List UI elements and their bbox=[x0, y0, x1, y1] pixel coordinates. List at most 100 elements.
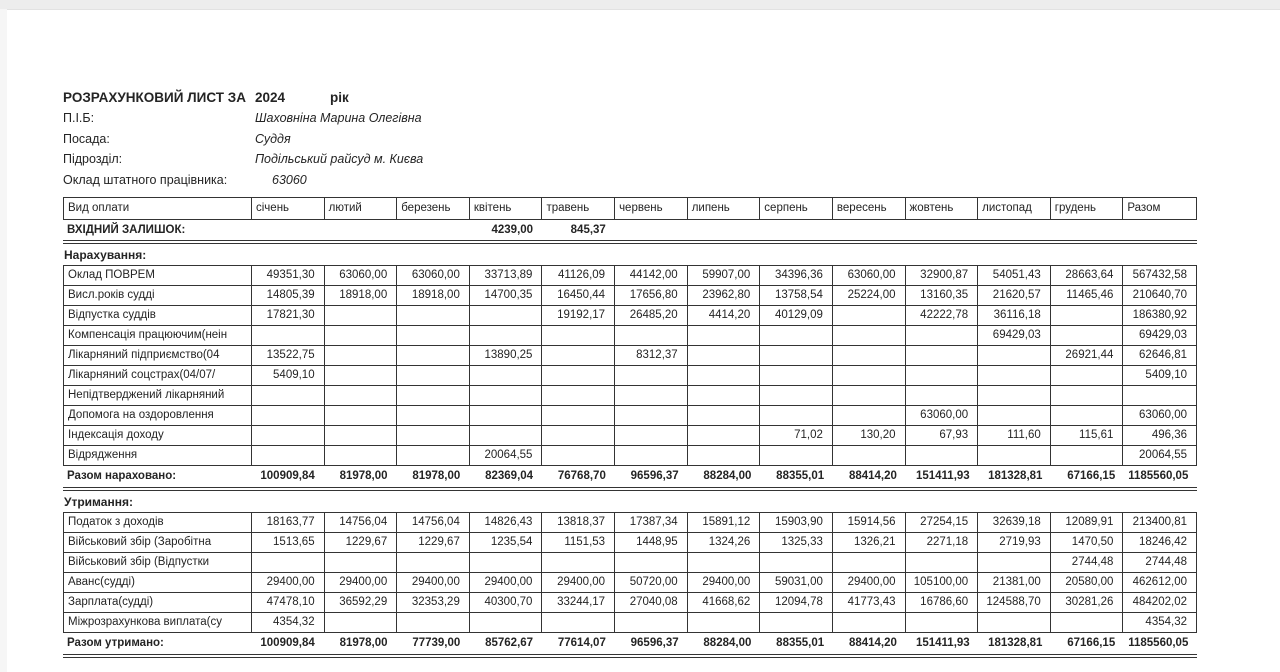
total-value: 151411,93 bbox=[915, 637, 970, 649]
cell-value bbox=[470, 613, 543, 632]
cell-value: 29400,00 bbox=[833, 573, 906, 592]
cell-value bbox=[542, 553, 616, 572]
cell-value: 14805,39 bbox=[252, 286, 325, 305]
cell-value bbox=[325, 446, 398, 465]
cell-value: 1235,54 bbox=[470, 533, 543, 552]
cell-value: 111,60 bbox=[978, 426, 1051, 445]
total-value: 82369,04 bbox=[485, 470, 534, 482]
cell-value bbox=[978, 613, 1051, 632]
cell-value: 1513,65 bbox=[252, 533, 325, 552]
cell-value: 15903,90 bbox=[760, 513, 833, 532]
field-label-salary: Оклад штатного працівника: bbox=[63, 172, 228, 187]
cell-value bbox=[978, 346, 1051, 365]
cell-value bbox=[1051, 406, 1124, 425]
column-header: березень bbox=[397, 198, 470, 219]
cell-value bbox=[760, 346, 833, 365]
opening-balance-value: 4239,00 bbox=[491, 224, 534, 236]
cell-value: 496,36 bbox=[1151, 429, 1187, 441]
cell-value: 63060,00 bbox=[397, 266, 470, 285]
total-value: 100909,84 bbox=[260, 470, 315, 482]
cell-value bbox=[688, 553, 761, 572]
cell-value bbox=[252, 553, 325, 572]
opening-balance-label: ВХІДНИЙ ЗАЛИШОК: bbox=[67, 224, 186, 236]
cell-value bbox=[325, 326, 398, 345]
cell-value: 18918,00 bbox=[397, 286, 470, 305]
cell-value: 105100,00 bbox=[906, 573, 979, 592]
cell-value bbox=[760, 366, 833, 385]
cell-value bbox=[1051, 386, 1124, 405]
cell-value: 14756,04 bbox=[397, 513, 470, 532]
cell-value: 213400,81 bbox=[1132, 516, 1187, 528]
cell-value bbox=[252, 446, 325, 465]
cell-value bbox=[833, 366, 906, 385]
cell-value bbox=[470, 553, 543, 572]
cell-value: 28663,64 bbox=[1051, 266, 1124, 285]
cell-value: 1325,33 bbox=[760, 533, 833, 552]
cell-value: 26921,44 bbox=[1051, 346, 1124, 365]
cell-value bbox=[688, 426, 761, 445]
opening-balance-value bbox=[1051, 220, 1124, 240]
opening-balance-value bbox=[251, 220, 324, 240]
total-label: Разом утримано: bbox=[67, 637, 164, 649]
total-value: 88355,01 bbox=[776, 637, 825, 649]
total-value: 181328,81 bbox=[988, 637, 1043, 649]
cell-value: 69429,03 bbox=[1139, 329, 1187, 341]
section-title: Утримання: bbox=[64, 495, 133, 509]
total-row: Разом утримано: 100909,84 81978,00 77739,00… bbox=[63, 633, 1197, 658]
row-label: Непідтверджений лікарняний bbox=[64, 386, 252, 405]
cell-value bbox=[470, 326, 543, 345]
cell-value bbox=[397, 446, 470, 465]
total-value: 151411,93 bbox=[915, 470, 970, 482]
row-label: Зарплата(судді) bbox=[64, 593, 252, 612]
opening-balance-value bbox=[688, 220, 761, 240]
cell-value: 130,20 bbox=[833, 426, 906, 445]
cell-value bbox=[833, 406, 906, 425]
cell-value: 14826,43 bbox=[470, 513, 543, 532]
field-label-department: Підрозділ: bbox=[63, 152, 123, 166]
cell-value bbox=[542, 446, 616, 465]
opening-balance-value bbox=[324, 220, 397, 240]
cell-value: 36592,29 bbox=[325, 593, 398, 612]
cell-value: 59031,00 bbox=[760, 573, 833, 592]
data-row: Відрядження 20064,55 20064,55 bbox=[64, 446, 1196, 465]
data-row: Компенсація працюючим(неін 69429,03 69429,… bbox=[64, 326, 1196, 346]
row-label: Висл.років судді bbox=[64, 286, 252, 305]
cell-value: 2744,48 bbox=[1051, 553, 1124, 572]
cell-value bbox=[397, 553, 470, 572]
cell-value bbox=[470, 366, 543, 385]
cell-value bbox=[615, 386, 688, 405]
cell-value: 30281,26 bbox=[1051, 593, 1124, 612]
row-label: Податок з доходів bbox=[64, 513, 252, 532]
cell-value bbox=[1051, 306, 1124, 325]
cell-value bbox=[325, 366, 398, 385]
field-row-salary: Оклад штатного працівника: 63060 bbox=[63, 170, 1197, 191]
cell-value bbox=[906, 386, 979, 405]
cell-value bbox=[906, 346, 979, 365]
total-value: 81978,00 bbox=[412, 470, 461, 482]
cell-value bbox=[688, 613, 761, 632]
cell-value bbox=[833, 613, 906, 632]
cell-value: 20064,55 bbox=[470, 446, 543, 465]
total-value: 77614,07 bbox=[557, 637, 606, 649]
row-label: Лікарняний соцстрах(04/07/ bbox=[64, 366, 252, 385]
data-row: Аванс(судді) 29400,00 29400,00 29400,00 2940… bbox=[64, 573, 1196, 593]
cell-value bbox=[760, 553, 833, 572]
cell-value: 63060,00 bbox=[906, 406, 979, 425]
data-row: Військовий збір (Заробітна 1513,65 1229,67… bbox=[64, 533, 1196, 553]
opening-balance-value bbox=[615, 220, 688, 240]
total-value: 100909,84 bbox=[260, 637, 315, 649]
cell-value bbox=[1051, 613, 1124, 632]
cell-value: 33244,17 bbox=[542, 593, 616, 612]
data-row: Лікарняний підприємство(04 13522,75 13890,… bbox=[64, 346, 1196, 366]
cell-value: 41668,62 bbox=[688, 593, 761, 612]
cell-value bbox=[542, 326, 616, 345]
cell-value bbox=[542, 386, 616, 405]
row-label: Компенсація працюючим(неін bbox=[64, 326, 252, 345]
cell-value: 17656,80 bbox=[615, 286, 688, 305]
total-value: 96596,37 bbox=[630, 637, 679, 649]
scan-edge-top bbox=[0, 0, 1280, 10]
cell-value: 18246,42 bbox=[1139, 536, 1187, 548]
cell-value: 18163,77 bbox=[252, 513, 325, 532]
cell-value bbox=[688, 326, 761, 345]
column-header: лютий bbox=[325, 198, 398, 219]
